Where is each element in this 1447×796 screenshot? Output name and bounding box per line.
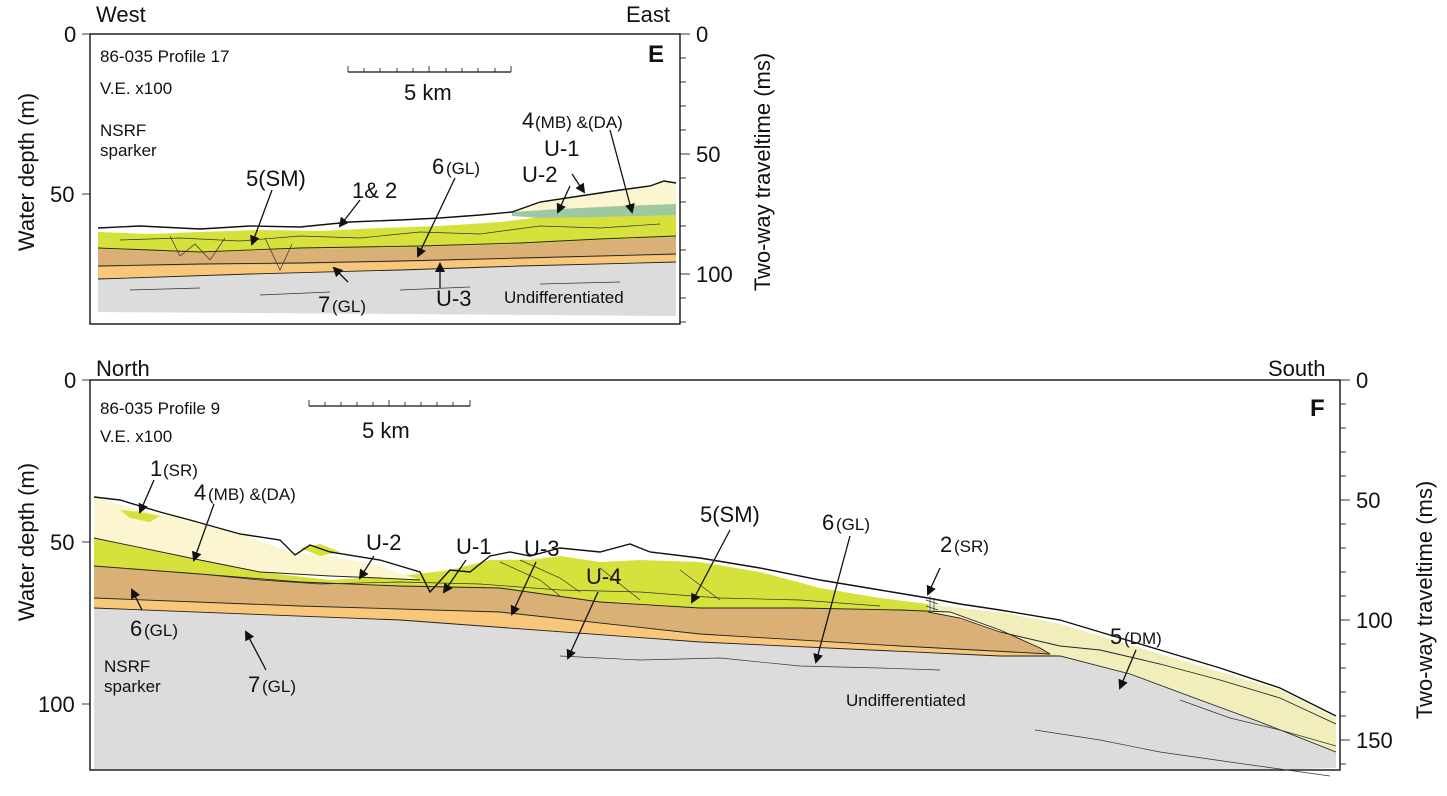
panel-f-u1-label: U-1 xyxy=(456,534,491,559)
panel-e-unit5-layer xyxy=(98,214,676,253)
panel-e: West East E 86-035 Profile 17 V.E. x100 … xyxy=(14,2,775,325)
panel-f-ve-label: V.E. x100 xyxy=(100,427,172,446)
panel-e-u2-label: U-2 xyxy=(522,162,557,187)
panel-e-unit12-layer xyxy=(512,181,676,212)
panel-e-unit12-label: 1& 2 xyxy=(352,178,397,203)
panel-e-east-label: East xyxy=(626,2,670,27)
panel-f-u3-label: U-3 xyxy=(524,536,559,561)
panel-f-unit1-sub: (SR) xyxy=(163,461,198,480)
panel-f-frame xyxy=(89,379,1341,771)
panel-f-unit5dm-label: 5 xyxy=(1110,624,1122,649)
panel-f-south-label: South xyxy=(1268,356,1326,381)
panel-f-undiff-label: Undifferentiated xyxy=(846,691,966,710)
panel-f-unit4-label: 4 xyxy=(194,480,206,505)
panel-e-unit7-label: 7 xyxy=(318,292,330,317)
panel-e-undiff-label: Undifferentiated xyxy=(504,288,624,307)
panel-f-source-line2: sparker xyxy=(104,677,161,696)
panel-f-source-line1: NSRF xyxy=(104,657,150,676)
panel-f-unit5sm-layer xyxy=(94,538,928,612)
panel-e-profile-label: 86-035 Profile 17 xyxy=(100,47,229,66)
panel-e-frame xyxy=(89,33,681,325)
panel-e-unit7-sub: (GL) xyxy=(332,297,366,316)
panel-e-unit6-label: 6 xyxy=(432,154,444,179)
panel-f-unit5dm-sub: (DM) xyxy=(1124,629,1162,648)
panel-e-west-label: West xyxy=(96,2,146,27)
panel-e-unit7-layer xyxy=(98,254,676,279)
panel-f-unit6-layer xyxy=(94,566,1050,654)
panel-e-source-line2: sparker xyxy=(100,141,157,160)
panel-e-unit6-sub: (GL) xyxy=(446,159,480,178)
panel-e-left-tick-50: 50 xyxy=(50,182,74,207)
panel-f-right-axis-title: Two-way traveltime (ms) xyxy=(1412,481,1437,719)
panel-e-scale-label: 5 km xyxy=(404,80,452,105)
panel-e-left-axis-title: Water depth (m) xyxy=(14,93,39,251)
panel-e-unit4-layer xyxy=(512,203,676,218)
panel-e-right-axis-title: Two-way traveltime (ms) xyxy=(750,53,775,291)
panel-e-right-tick-0: 0 xyxy=(696,22,708,47)
panel-e-left-axis-ticks xyxy=(82,33,90,195)
panel-e-ve-label: V.E. x100 xyxy=(100,79,172,98)
panel-f-u2-label: U-2 xyxy=(366,530,401,555)
panel-f-unit6b-sub: (GL) xyxy=(144,621,178,640)
panel-f-right-axis-ticks xyxy=(1340,379,1350,765)
panel-f-unit7-label: 7 xyxy=(248,672,260,697)
panel-e-u1-label: U-1 xyxy=(544,136,579,161)
panel-f-u4-label: U-4 xyxy=(586,564,621,589)
panel-e-unit6-layer xyxy=(98,236,676,267)
panel-f-profile-label: 86-035 Profile 9 xyxy=(100,399,220,418)
panel-f-right-tick-150: 150 xyxy=(1356,728,1393,753)
panel-e-unit4-sub: (MB) &(DA) xyxy=(535,113,623,132)
panel-f-scale-bar xyxy=(308,400,471,407)
panel-f-unit6a-label: 6 xyxy=(822,510,834,535)
panel-f-unit1-patch xyxy=(120,510,160,522)
panel-f-left-tick-100: 100 xyxy=(38,692,75,717)
panel-f-scale-label: 5 km xyxy=(362,418,410,443)
panel-f-right-tick-100: 100 xyxy=(1356,608,1393,633)
panel-e-right-tick-100: 100 xyxy=(696,262,733,287)
panel-e-letter: E xyxy=(648,41,664,68)
panel-f-left-tick-0: 0 xyxy=(64,368,76,393)
panel-f-letter: F xyxy=(1310,395,1325,422)
panel-f-left-tick-50: 50 xyxy=(50,530,74,555)
panel-f-unit2-sub: (SR) xyxy=(954,537,989,556)
panel-f-unit4-sub: (MB) &(DA) xyxy=(208,485,296,504)
panel-f-unit2-label: 2 xyxy=(940,532,952,557)
panel-f-unit5dm-layer xyxy=(928,604,1336,752)
panel-e-undifferentiated-layer xyxy=(98,260,676,316)
panel-e-unit4-label: 4 xyxy=(522,108,534,133)
panel-f: North South F 86-035 Profile 9 V.E. x100… xyxy=(14,356,1437,777)
panel-f-right-tick-50: 50 xyxy=(1356,488,1380,513)
panel-f-undifferentiated-layer xyxy=(94,608,1336,769)
panel-e-left-tick-0: 0 xyxy=(64,22,76,47)
panel-e-source-line1: NSRF xyxy=(100,121,146,140)
panel-e-right-tick-50: 50 xyxy=(696,142,720,167)
panel-f-unit7-sub: (GL) xyxy=(262,677,296,696)
panel-f-unit1-patch-2 xyxy=(300,544,340,556)
panel-e-arrows xyxy=(250,129,635,288)
panel-e-right-axis-ticks xyxy=(680,33,690,323)
panel-f-left-axis-title: Water depth (m) xyxy=(14,463,39,621)
panel-f-arrows xyxy=(131,479,1137,690)
panel-e-u3-label: U-3 xyxy=(436,286,471,311)
panel-f-unit6a-sub: (GL) xyxy=(836,515,870,534)
panel-e-scale-bar xyxy=(347,66,512,73)
panel-f-unit1-label: 1 xyxy=(150,456,162,481)
panel-f-unit5sm-label: 5(SM) xyxy=(700,502,760,527)
panel-f-unit6b-label: 6 xyxy=(130,616,142,641)
panel-f-right-tick-0: 0 xyxy=(1356,368,1368,393)
panel-e-unit5-label: 5(SM) xyxy=(246,166,306,191)
panel-f-north-label: North xyxy=(96,356,150,381)
panel-f-left-axis-ticks xyxy=(82,379,90,705)
